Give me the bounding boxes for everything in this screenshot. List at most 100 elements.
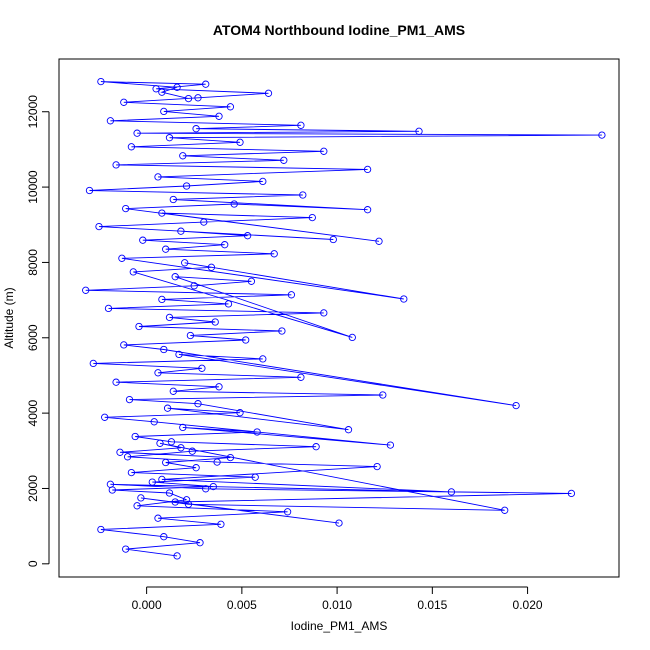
x-axis: 0.000 0.005 0.010 0.015 0.020 (132, 586, 543, 612)
data-point (120, 98, 128, 106)
data-point (163, 404, 172, 412)
data-point (192, 125, 200, 133)
data-point (179, 152, 187, 160)
data-point (320, 147, 328, 155)
data-point (106, 480, 115, 488)
data-point (139, 236, 147, 244)
data-point (188, 447, 196, 455)
data-point (150, 418, 158, 426)
x-tick-label: 0.020 (513, 598, 543, 612)
data-point (165, 134, 174, 142)
data-point (280, 156, 288, 164)
data-point (186, 331, 195, 340)
data-point (598, 131, 606, 139)
data-point (192, 464, 200, 472)
data-point (158, 88, 166, 96)
data-point (207, 263, 216, 271)
data-point (171, 273, 179, 281)
data-point (415, 127, 423, 135)
data-point (173, 552, 181, 560)
data-point (133, 129, 141, 137)
data-point (131, 432, 139, 441)
data-point (129, 268, 137, 276)
data-point (236, 409, 244, 417)
data-point (335, 519, 343, 527)
data-point (104, 304, 113, 313)
data-point (122, 204, 130, 213)
y-axis-label: Altitude (m) (2, 287, 16, 348)
y-tick-label: 12000 (26, 95, 40, 129)
data-point (116, 448, 124, 456)
y-tick-label: 2000 (26, 475, 40, 502)
data-point (154, 514, 162, 522)
data-point (89, 359, 97, 368)
data-point (236, 138, 244, 146)
data-point (215, 112, 223, 120)
data-point (242, 336, 250, 344)
data-point (154, 173, 162, 181)
data-point (112, 161, 120, 169)
plot-area-border (58, 58, 620, 578)
x-axis-label: Iodine_PM1_AMS (291, 619, 388, 633)
chart-title: ATOM4 Northbound Iodine_PM1_AMS (213, 22, 465, 38)
data-point (184, 94, 193, 103)
data-point (160, 345, 168, 354)
data-point (194, 94, 202, 102)
data-point (175, 350, 183, 359)
data-point (148, 478, 156, 486)
data-point (230, 200, 238, 208)
data-point (182, 496, 191, 504)
data-point (112, 378, 120, 386)
data-point (171, 498, 179, 506)
data-point (169, 195, 177, 204)
data-point (567, 489, 576, 498)
data-point (200, 218, 208, 226)
data-layer (82, 77, 606, 560)
data-point (224, 300, 233, 308)
data-point (243, 232, 252, 240)
x-tick-label: 0.000 (132, 598, 162, 612)
data-point (226, 453, 235, 462)
data-point (127, 143, 136, 151)
data-point (363, 165, 372, 174)
data-point (165, 313, 174, 322)
data-point (82, 286, 90, 294)
data-point (97, 525, 105, 534)
data-point (297, 373, 305, 381)
data-point (158, 295, 166, 304)
data-point (287, 291, 296, 299)
data-point (152, 85, 160, 93)
data-point (158, 475, 166, 484)
data-point (363, 206, 372, 214)
data-point (501, 506, 509, 514)
data-point (375, 237, 383, 245)
data-point (167, 438, 176, 446)
data-point (202, 80, 210, 88)
data-point (312, 443, 320, 451)
data-point (95, 222, 103, 231)
data-point (158, 209, 166, 217)
data-point (194, 400, 202, 408)
data-point (217, 520, 225, 528)
data-point (196, 539, 204, 547)
x-tick-label: 0.015 (417, 598, 447, 612)
data-point (209, 482, 217, 491)
data-point (379, 391, 387, 399)
data-point (173, 83, 181, 91)
y-tick-label: 6000 (26, 324, 40, 351)
data-point (169, 387, 177, 395)
data-point (162, 458, 170, 467)
data-point (160, 533, 168, 541)
data-point (137, 494, 145, 502)
data-point (373, 462, 381, 471)
data-point (344, 426, 353, 434)
y-tick-label: 0 (26, 560, 40, 567)
data-point (120, 341, 128, 349)
data-point (127, 468, 136, 477)
data-point (177, 227, 185, 235)
data-point (259, 355, 267, 363)
data-point (270, 250, 278, 258)
data-point (221, 241, 229, 249)
data-point (283, 508, 292, 516)
